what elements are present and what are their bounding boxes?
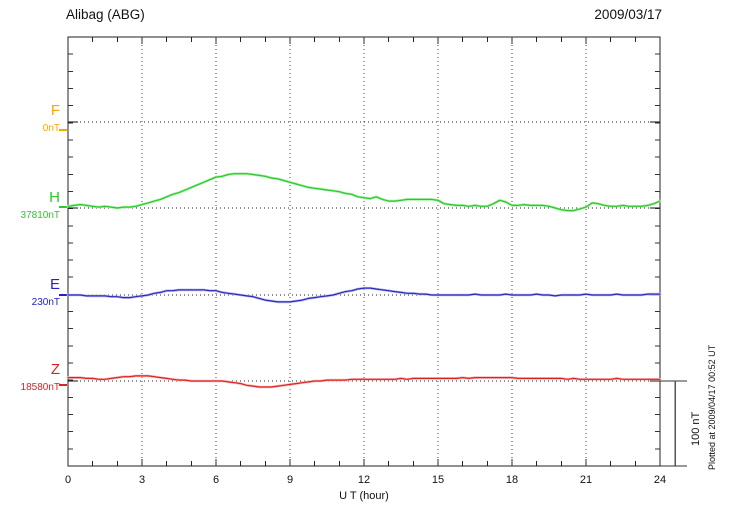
x-tick-label-21: 21 xyxy=(579,474,593,486)
channel-H-baseline-value: 37810nT xyxy=(20,209,60,221)
channel-label-Z: Z 18580nT xyxy=(0,361,60,393)
trace-E xyxy=(67,287,661,303)
scale-bar-label: 100 nT xyxy=(690,411,702,446)
plotted-timestamp-note: Plotted at 2009/04/17 00:52 UT xyxy=(707,344,717,470)
trace-H xyxy=(67,173,661,212)
page-title: Alibag (ABG) xyxy=(66,7,145,22)
channel-label-E: E 230nT xyxy=(0,276,60,308)
channel-Z-baseline-value: 18580nT xyxy=(20,381,60,393)
x-tick-label-12: 12 xyxy=(357,474,371,486)
x-tick-label-0: 0 xyxy=(64,474,72,486)
x-tick-label-18: 18 xyxy=(505,474,519,486)
trace-Z xyxy=(67,375,661,388)
x-tick-label-24: 24 xyxy=(653,474,667,486)
channel-label-H: H 37810nT xyxy=(0,189,60,221)
channel-Z-letter: Z xyxy=(50,361,60,378)
x-tick-label-3: 3 xyxy=(138,474,146,486)
channel-label-F: F 0nT xyxy=(0,102,60,134)
plot-date: 2009/03/17 xyxy=(594,7,662,22)
x-tick-label-15: 15 xyxy=(431,474,445,486)
x-tick-label-6: 6 xyxy=(212,474,220,486)
x-tick-label-9: 9 xyxy=(286,474,294,486)
channel-E-baseline-value: 230nT xyxy=(31,296,60,308)
channel-H-letter: H xyxy=(49,189,60,206)
channel-E-letter: E xyxy=(49,276,60,293)
channel-F-letter: F xyxy=(50,102,60,119)
channel-F-baseline-value: 0nT xyxy=(42,122,60,134)
x-axis-label: U T (hour) xyxy=(339,490,389,502)
